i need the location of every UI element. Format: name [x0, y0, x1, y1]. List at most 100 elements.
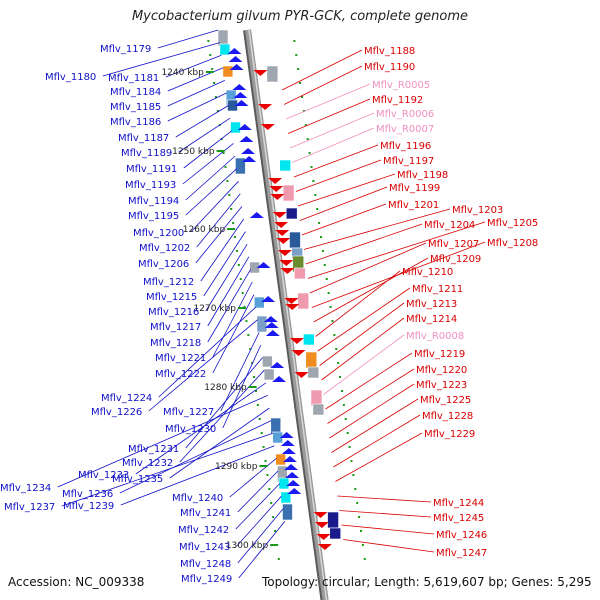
label-leader	[287, 98, 371, 134]
label-leader	[285, 83, 371, 120]
gene-block-reverse	[222, 65, 234, 78]
tick-dot	[346, 432, 349, 434]
label-leader	[183, 130, 232, 169]
label-leader	[169, 407, 270, 479]
label-leader	[303, 208, 451, 250]
gene-label-right: Mflv_R0008	[406, 331, 464, 342]
gene-label-right: Mflv_1229	[424, 429, 475, 440]
tick-dot	[299, 82, 302, 84]
tick-label: 1290 kbp	[215, 462, 258, 472]
gene-block-forward	[294, 267, 306, 280]
reverse-strand-arrow	[249, 212, 264, 218]
gene-label-left: Mflv_1193	[125, 180, 176, 191]
gene-label-left: Mflv_1242	[178, 525, 229, 536]
gene-label-left: Mflv_1226	[91, 407, 142, 418]
gene-label-left: Mflv_1215	[146, 292, 197, 303]
gene-label-left: Mflv_1237	[4, 502, 55, 513]
label-leader	[179, 369, 265, 463]
reverse-strand-arrow	[270, 362, 285, 368]
label-leader	[343, 539, 435, 553]
forward-strand-arrow	[274, 222, 289, 228]
label-leader	[175, 105, 229, 138]
tick-dot	[277, 558, 280, 560]
tick-dot	[340, 390, 343, 392]
tick-dot	[247, 334, 250, 336]
tick-dot	[295, 54, 298, 56]
forward-strand-arrow	[284, 298, 299, 304]
tick-dot	[339, 376, 342, 378]
gene-label-left: Mflv_1222	[155, 369, 206, 380]
gene-label-right: Mflv_1247	[436, 548, 487, 559]
label-leader	[291, 127, 375, 163]
tick-dot	[270, 502, 273, 504]
gene-block-forward	[266, 65, 279, 83]
gene-label-left: Mflv_1227	[163, 407, 214, 418]
tick-dot	[335, 348, 338, 350]
label-leader	[165, 54, 222, 78]
tick-dot	[348, 446, 351, 448]
gene-block-reverse	[282, 503, 293, 521]
tick-dot	[327, 292, 330, 294]
forward-strand-arrow	[285, 304, 300, 310]
gene-label-left: Mflv_1243	[179, 542, 230, 553]
label-leader	[337, 495, 432, 503]
gene-block-reverse	[278, 477, 290, 490]
tick-dot	[333, 334, 336, 336]
forward-strand-arrow	[276, 238, 291, 244]
reverse-strand-arrow	[263, 316, 278, 322]
gene-block-forward	[329, 527, 342, 540]
label-leader	[339, 510, 432, 518]
gene-block-forward	[289, 231, 301, 249]
tick-dot	[329, 306, 332, 308]
reverse-strand-arrow	[256, 262, 271, 268]
tick-dot	[237, 264, 240, 266]
label-leader	[222, 344, 262, 429]
reverse-strand-arrow	[272, 376, 287, 382]
gene-block-forward	[297, 292, 310, 310]
label-leader	[238, 521, 286, 579]
tick-dot	[337, 362, 340, 364]
gene-block-reverse	[256, 315, 268, 333]
gene-block-forward	[282, 184, 295, 202]
gene-label-left: Mflv_1194	[128, 196, 179, 207]
gene-label-right: Mflv_1205	[487, 218, 538, 229]
gene-label-left: Mflv_1231	[128, 444, 179, 455]
gene-label-right: Mflv_1223	[416, 380, 467, 391]
gene-label-left: Mflv_1230	[165, 424, 216, 435]
tick-dot	[360, 530, 362, 532]
tick-dot	[222, 152, 225, 154]
gene-label-right: Mflv_1192	[372, 95, 423, 106]
gene-block-reverse	[263, 368, 275, 381]
tick-dot	[241, 292, 244, 294]
tick-label: 1270 kbp	[194, 304, 237, 314]
label-leader	[203, 231, 246, 297]
gene-label-left: Mflv_1217	[150, 322, 201, 333]
forward-strand-arrow	[268, 178, 283, 184]
gene-block-reverse	[219, 43, 231, 56]
label-leader	[237, 508, 284, 564]
gene-label-left: Mflv_1179	[100, 44, 151, 55]
forward-strand-arrow	[269, 186, 284, 192]
topology-label: Topology: circular; Length: 5,619,607 bp…	[262, 575, 592, 589]
label-leader	[236, 495, 282, 547]
label-leader	[283, 65, 363, 105]
tick-dot	[297, 68, 300, 70]
gene-block-reverse	[230, 121, 241, 134]
gene-label-left: Mflv_1221	[155, 353, 206, 364]
label-leader	[321, 317, 405, 381]
tick-dot	[268, 488, 271, 490]
gene-label-right: Mflv_1201	[388, 200, 439, 211]
gene-label-right: Mflv_1190	[364, 62, 415, 73]
tick-dot	[230, 208, 233, 210]
label-leader	[167, 80, 226, 107]
reverse-strand-arrow	[228, 56, 243, 62]
tick-dot	[258, 418, 261, 420]
reverse-strand-arrow	[232, 84, 247, 90]
gene-label-right: Mflv_1196	[380, 141, 431, 152]
gene-block-forward	[312, 403, 325, 416]
gene-block-forward	[279, 159, 291, 172]
gene-block-forward	[307, 366, 320, 379]
gene-label-left: Mflv_1181	[108, 73, 159, 84]
label-leader	[305, 223, 423, 265]
genome-backbone	[243, 29, 329, 600]
